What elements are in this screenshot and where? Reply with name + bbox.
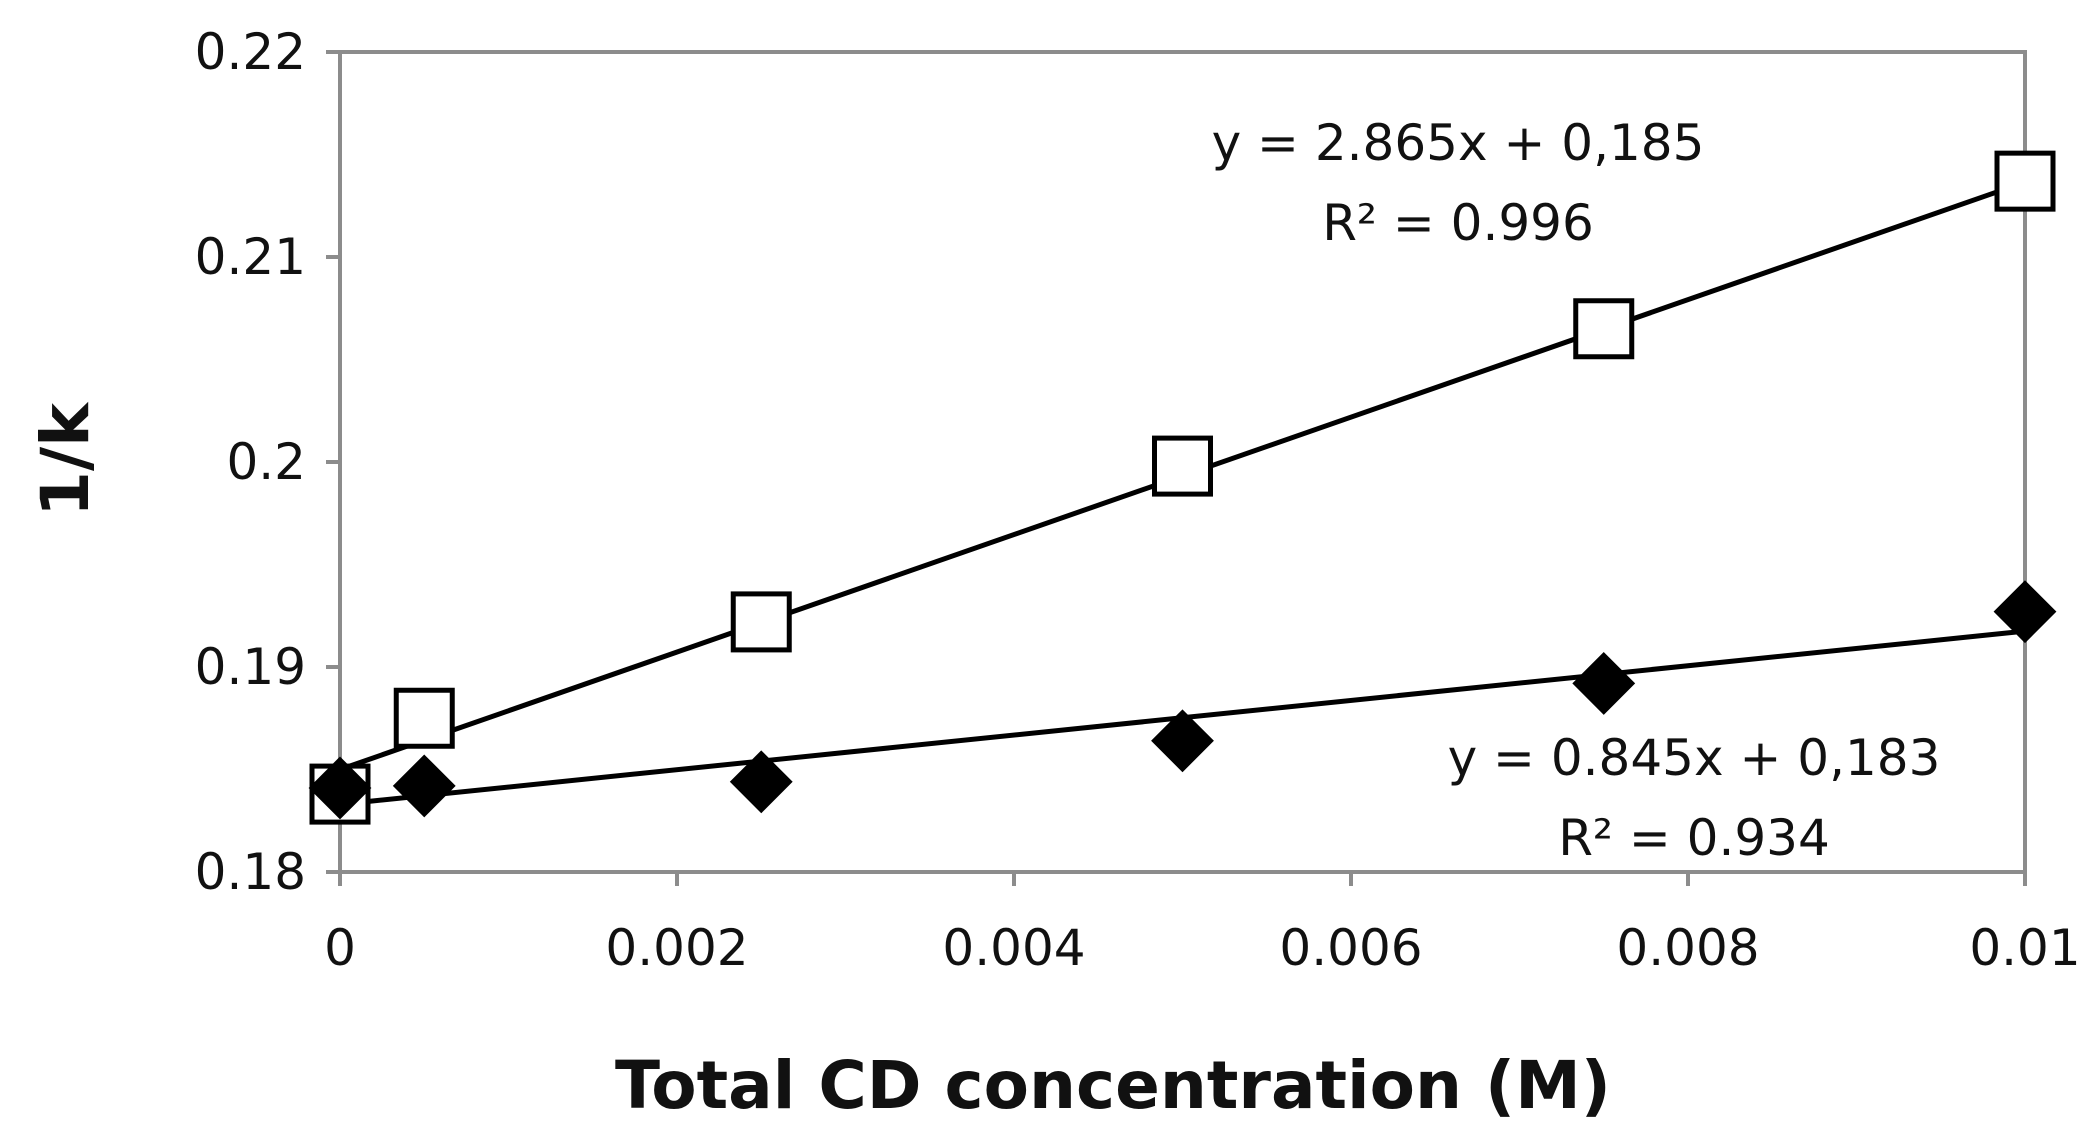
data-point-diamond (308, 756, 372, 820)
series-1-r2: R² = 0.996 (1322, 194, 1594, 252)
x-axis-ticks: 0 0.002 0.004 0.006 0.008 0.01 (324, 872, 2081, 977)
y-tick-label: 0.2 (226, 433, 306, 491)
series-2-equation: y = 0.845x + 0,183 (1448, 729, 1941, 787)
series-1-equation: y = 2.865x + 0,185 (1212, 114, 1705, 172)
x-tick-label: 0.008 (1616, 919, 1759, 977)
data-point-square (1573, 298, 1635, 360)
x-tick-label: 0.004 (942, 919, 1085, 977)
y-tick-label: 0.18 (195, 843, 306, 901)
x-tick-label: 0.002 (605, 919, 748, 977)
x-axis-title: Total CD concentration (M) (615, 1047, 1611, 1124)
data-point-square (1152, 435, 1213, 497)
data-point-diamond (1572, 651, 1636, 715)
series-2-r2: R² = 0.934 (1558, 809, 1830, 867)
data-point-diamond (392, 754, 456, 818)
x-tick-label: 0.006 (1279, 919, 1422, 977)
data-point-diamond (1151, 709, 1214, 773)
y-tick-label: 0.22 (195, 23, 306, 81)
y-tick-label: 0.21 (195, 228, 306, 286)
data-point-square (1994, 150, 2056, 212)
x-tick-label: 0 (324, 919, 356, 977)
y-axis-title: 1/k (27, 401, 104, 517)
data-point-square (393, 687, 455, 749)
data-point-diamond (1993, 580, 2057, 644)
data-markers (308, 150, 2057, 825)
x-tick-label: 0.01 (1969, 919, 2080, 977)
data-point-diamond (729, 750, 793, 814)
y-axis-ticks: 0.18 0.19 0.2 0.21 0.22 (195, 23, 340, 901)
data-point-square (730, 591, 792, 653)
y-tick-label: 0.19 (195, 638, 306, 696)
